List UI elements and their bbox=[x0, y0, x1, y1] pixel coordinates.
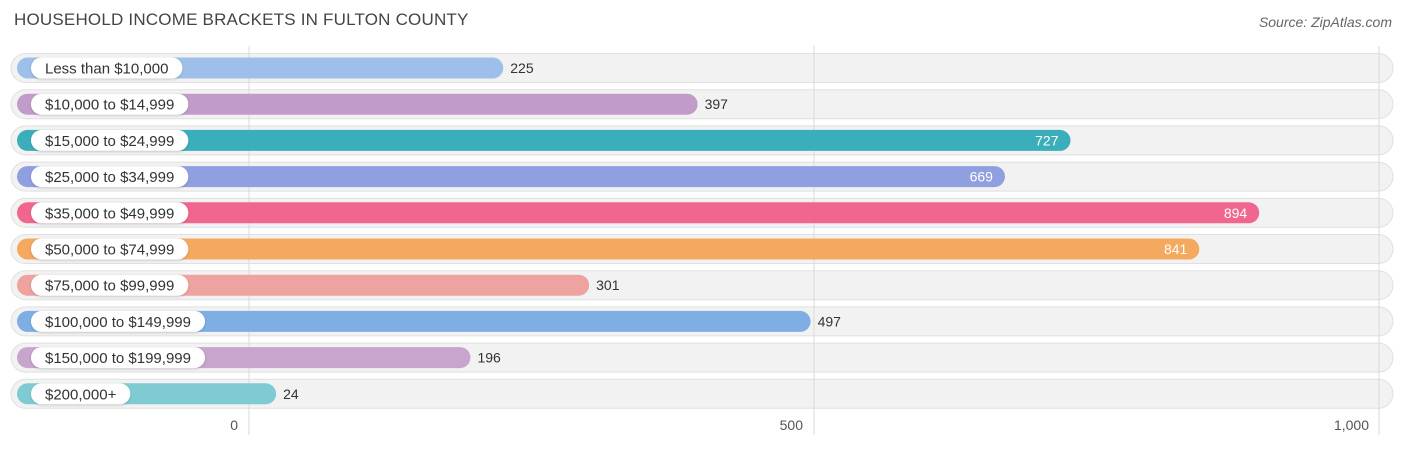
category-label: $15,000 to $24,999 bbox=[45, 133, 174, 150]
category-label: $75,000 to $99,999 bbox=[45, 278, 174, 295]
value-label: 669 bbox=[970, 169, 994, 185]
category-label: Less than $10,000 bbox=[45, 61, 168, 78]
bars: Less than $10,000 225 $10,000 to $14,999 39… bbox=[17, 57, 1260, 405]
x-axis-ticks: 0 500 1,000 bbox=[230, 417, 1369, 433]
category-pill bbox=[31, 93, 189, 115]
value-label: 196 bbox=[477, 350, 501, 366]
value-label: 727 bbox=[1035, 132, 1059, 148]
row-background bbox=[10, 378, 1394, 409]
bar bbox=[17, 238, 1200, 260]
category-label: $200,000+ bbox=[45, 386, 117, 403]
category-pill bbox=[31, 202, 189, 224]
category-pill bbox=[31, 274, 189, 296]
value-label: 225 bbox=[510, 60, 534, 76]
category-pill bbox=[31, 383, 131, 405]
value-label: 841 bbox=[1164, 241, 1188, 257]
category-label: $100,000 to $149,999 bbox=[45, 314, 191, 331]
bar bbox=[17, 202, 1260, 224]
x-tick-label: 500 bbox=[780, 417, 804, 433]
category-label: $25,000 to $34,999 bbox=[45, 169, 174, 186]
category-pill bbox=[31, 129, 189, 151]
category-pill bbox=[31, 166, 189, 188]
category-label: $10,000 to $14,999 bbox=[45, 97, 174, 114]
bar bbox=[17, 310, 811, 332]
value-label: 497 bbox=[818, 313, 842, 329]
chart-source: Source: ZipAtlas.com bbox=[1258, 14, 1392, 30]
bar bbox=[17, 129, 1071, 151]
category-pill bbox=[31, 238, 189, 260]
category-pill bbox=[31, 347, 205, 369]
bar bbox=[17, 166, 1005, 188]
value-label: 301 bbox=[596, 277, 620, 293]
bar bbox=[17, 93, 698, 115]
chart-title: HOUSEHOLD INCOME BRACKETS IN FULTON COUN… bbox=[14, 10, 469, 29]
category-label: $150,000 to $199,999 bbox=[45, 350, 191, 367]
category-pill bbox=[31, 57, 183, 79]
category-label: $35,000 to $49,999 bbox=[45, 205, 174, 222]
category-label: $50,000 to $74,999 bbox=[45, 242, 174, 259]
category-pill bbox=[31, 310, 205, 332]
x-tick-label: 1,000 bbox=[1334, 417, 1369, 433]
value-label: 397 bbox=[705, 96, 729, 112]
x-tick-label: 0 bbox=[230, 417, 238, 433]
value-label: 24 bbox=[283, 386, 299, 402]
value-label: 894 bbox=[1224, 205, 1248, 221]
